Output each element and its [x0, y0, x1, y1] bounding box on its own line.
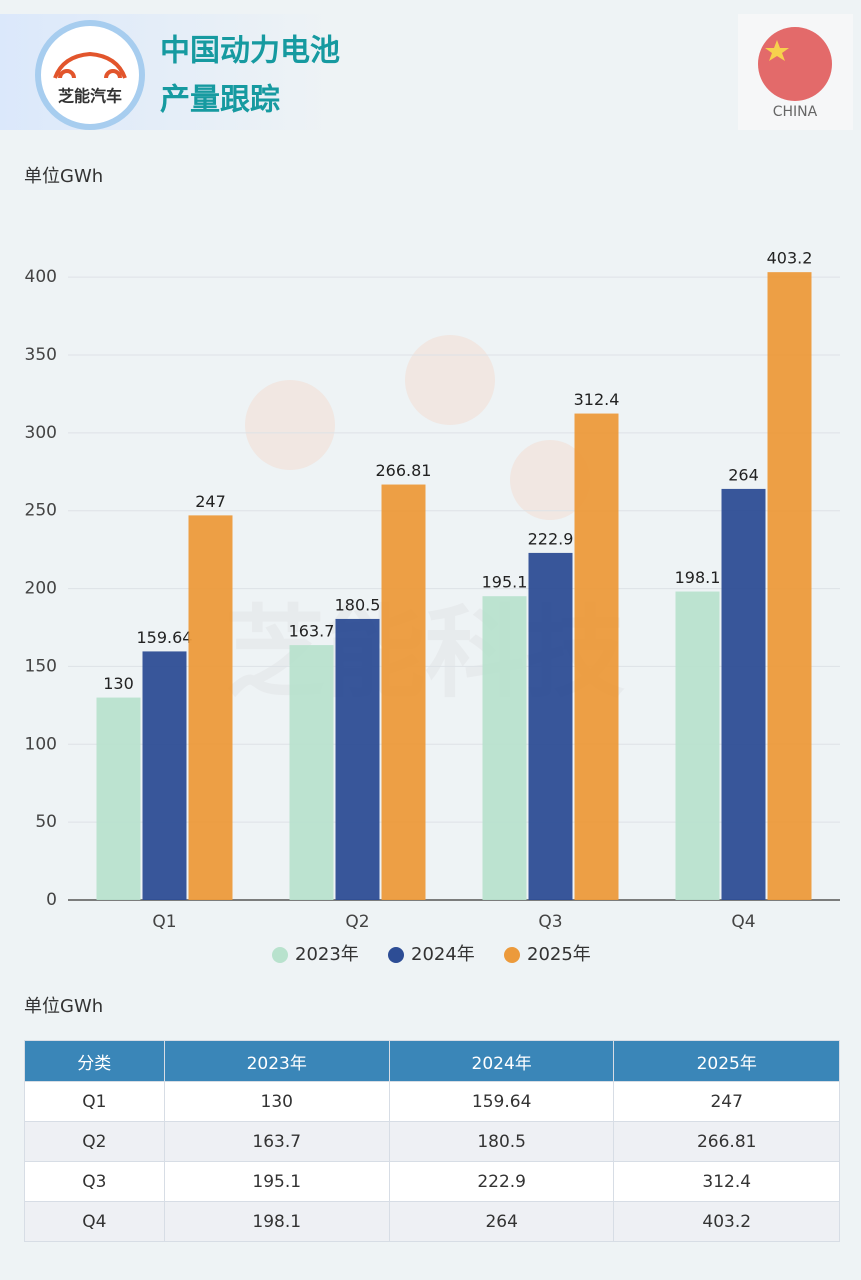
- value-label: 264: [728, 465, 759, 484]
- table-cell: Q3: [24, 1161, 165, 1202]
- flag: [758, 27, 832, 101]
- table-cell: 130: [163, 1081, 390, 1122]
- value-label: 130: [103, 674, 134, 693]
- y-tick-label: 200: [25, 579, 57, 599]
- logo-car: [53, 51, 127, 79]
- bar: [767, 272, 812, 900]
- value-label: 195.1: [482, 573, 528, 592]
- y-tick-label: 150: [25, 656, 57, 676]
- bar: [574, 413, 619, 900]
- x-tick-label: Q3: [538, 912, 562, 932]
- chart: 芝能汽车 中国动力电池 产量跟踪 CHINA 芝能科技 单位GWh 单位GWh …: [0, 14, 840, 1017]
- legend-marker: [272, 947, 288, 963]
- bar: [721, 488, 766, 900]
- table-cell: 266.81: [613, 1121, 840, 1162]
- data-table: 分类 2023年 2024年 2025年 Q1 130 159.64 247 Q2 163.7 18…: [24, 1040, 840, 1242]
- table-cell: Q1: [24, 1081, 165, 1122]
- legend-marker: [504, 947, 520, 963]
- legend-label: 2025年: [527, 944, 591, 965]
- legend-label: 2024年: [411, 944, 475, 965]
- bar: [142, 651, 187, 900]
- y-tick-label: 350: [25, 345, 57, 365]
- legend-marker: [388, 947, 404, 963]
- bar: [289, 645, 334, 900]
- value-label: 159.64: [137, 628, 193, 647]
- value-label: 247: [195, 492, 226, 511]
- table-cell: 163.7: [163, 1121, 390, 1162]
- y-tick-label: 250: [25, 501, 57, 521]
- table-cell: Q2: [24, 1121, 165, 1162]
- x-tick-label: Q1: [152, 912, 176, 932]
- bar: [675, 591, 720, 900]
- x-tick-label: Q2: [345, 912, 369, 932]
- table-header-cell: 2025年: [613, 1040, 840, 1082]
- table-cell: 312.4: [613, 1161, 840, 1202]
- table-cell: 159.64: [388, 1081, 615, 1122]
- bar: [528, 552, 573, 900]
- bar: [381, 484, 426, 900]
- y-tick-label: 50: [35, 812, 57, 832]
- value-label: 180.5: [335, 595, 381, 614]
- table-row: Q3 195.1 222.9 312.4: [24, 1161, 840, 1202]
- y-tick-label: 400: [25, 267, 57, 287]
- bar: [188, 515, 233, 900]
- value-label: 163.7: [289, 622, 335, 641]
- bar: [482, 596, 527, 900]
- bar: [335, 618, 380, 900]
- y-tick-label: 0: [46, 890, 57, 910]
- value-label: 266.81: [376, 461, 432, 480]
- watermark-shape: [245, 380, 335, 470]
- table-cell: 195.1: [163, 1161, 390, 1202]
- table-cell: 403.2: [613, 1201, 840, 1242]
- table-header-cell: 2023年: [163, 1040, 390, 1082]
- title: 产量跟踪: [160, 83, 280, 118]
- value-label: 198.1: [675, 568, 721, 587]
- bar: [96, 697, 141, 900]
- legend-label: 2023年: [295, 944, 359, 965]
- table-header-cell: 2024年: [388, 1040, 615, 1082]
- flag-star: [765, 40, 789, 61]
- table-header-row: 分类 2023年 2024年 2025年: [24, 1040, 840, 1082]
- watermark-shape: [510, 440, 590, 520]
- table-cell: 222.9: [388, 1161, 615, 1202]
- table-cell: 180.5: [388, 1121, 615, 1162]
- logo: [35, 20, 145, 130]
- watermark-shape: [405, 335, 495, 425]
- table-cell: 264: [388, 1201, 615, 1242]
- logo-text: 芝能汽车: [58, 87, 122, 106]
- y-tick-label: 100: [25, 734, 57, 754]
- table-header-cell: 分类: [24, 1040, 165, 1082]
- value-label: 312.4: [574, 390, 620, 409]
- x-tick-label: Q4: [731, 912, 755, 932]
- flag-label: CHINA: [773, 104, 818, 120]
- table-cell: 247: [613, 1081, 840, 1122]
- y-tick-label: 300: [25, 423, 57, 443]
- value-label: 403.2: [767, 249, 813, 268]
- table-row: Q1 130 159.64 247: [24, 1081, 840, 1122]
- table-row: Q2 163.7 180.5 266.81: [24, 1121, 840, 1162]
- title: 中国动力电池: [160, 34, 340, 69]
- unit-label: 单位GWh: [24, 996, 103, 1017]
- table-cell: 198.1: [163, 1201, 390, 1242]
- unit-label: 单位GWh: [24, 166, 103, 187]
- table-row: Q4 198.1 264 403.2: [24, 1201, 840, 1242]
- table-cell: Q4: [24, 1201, 165, 1242]
- value-label: 222.9: [528, 529, 574, 548]
